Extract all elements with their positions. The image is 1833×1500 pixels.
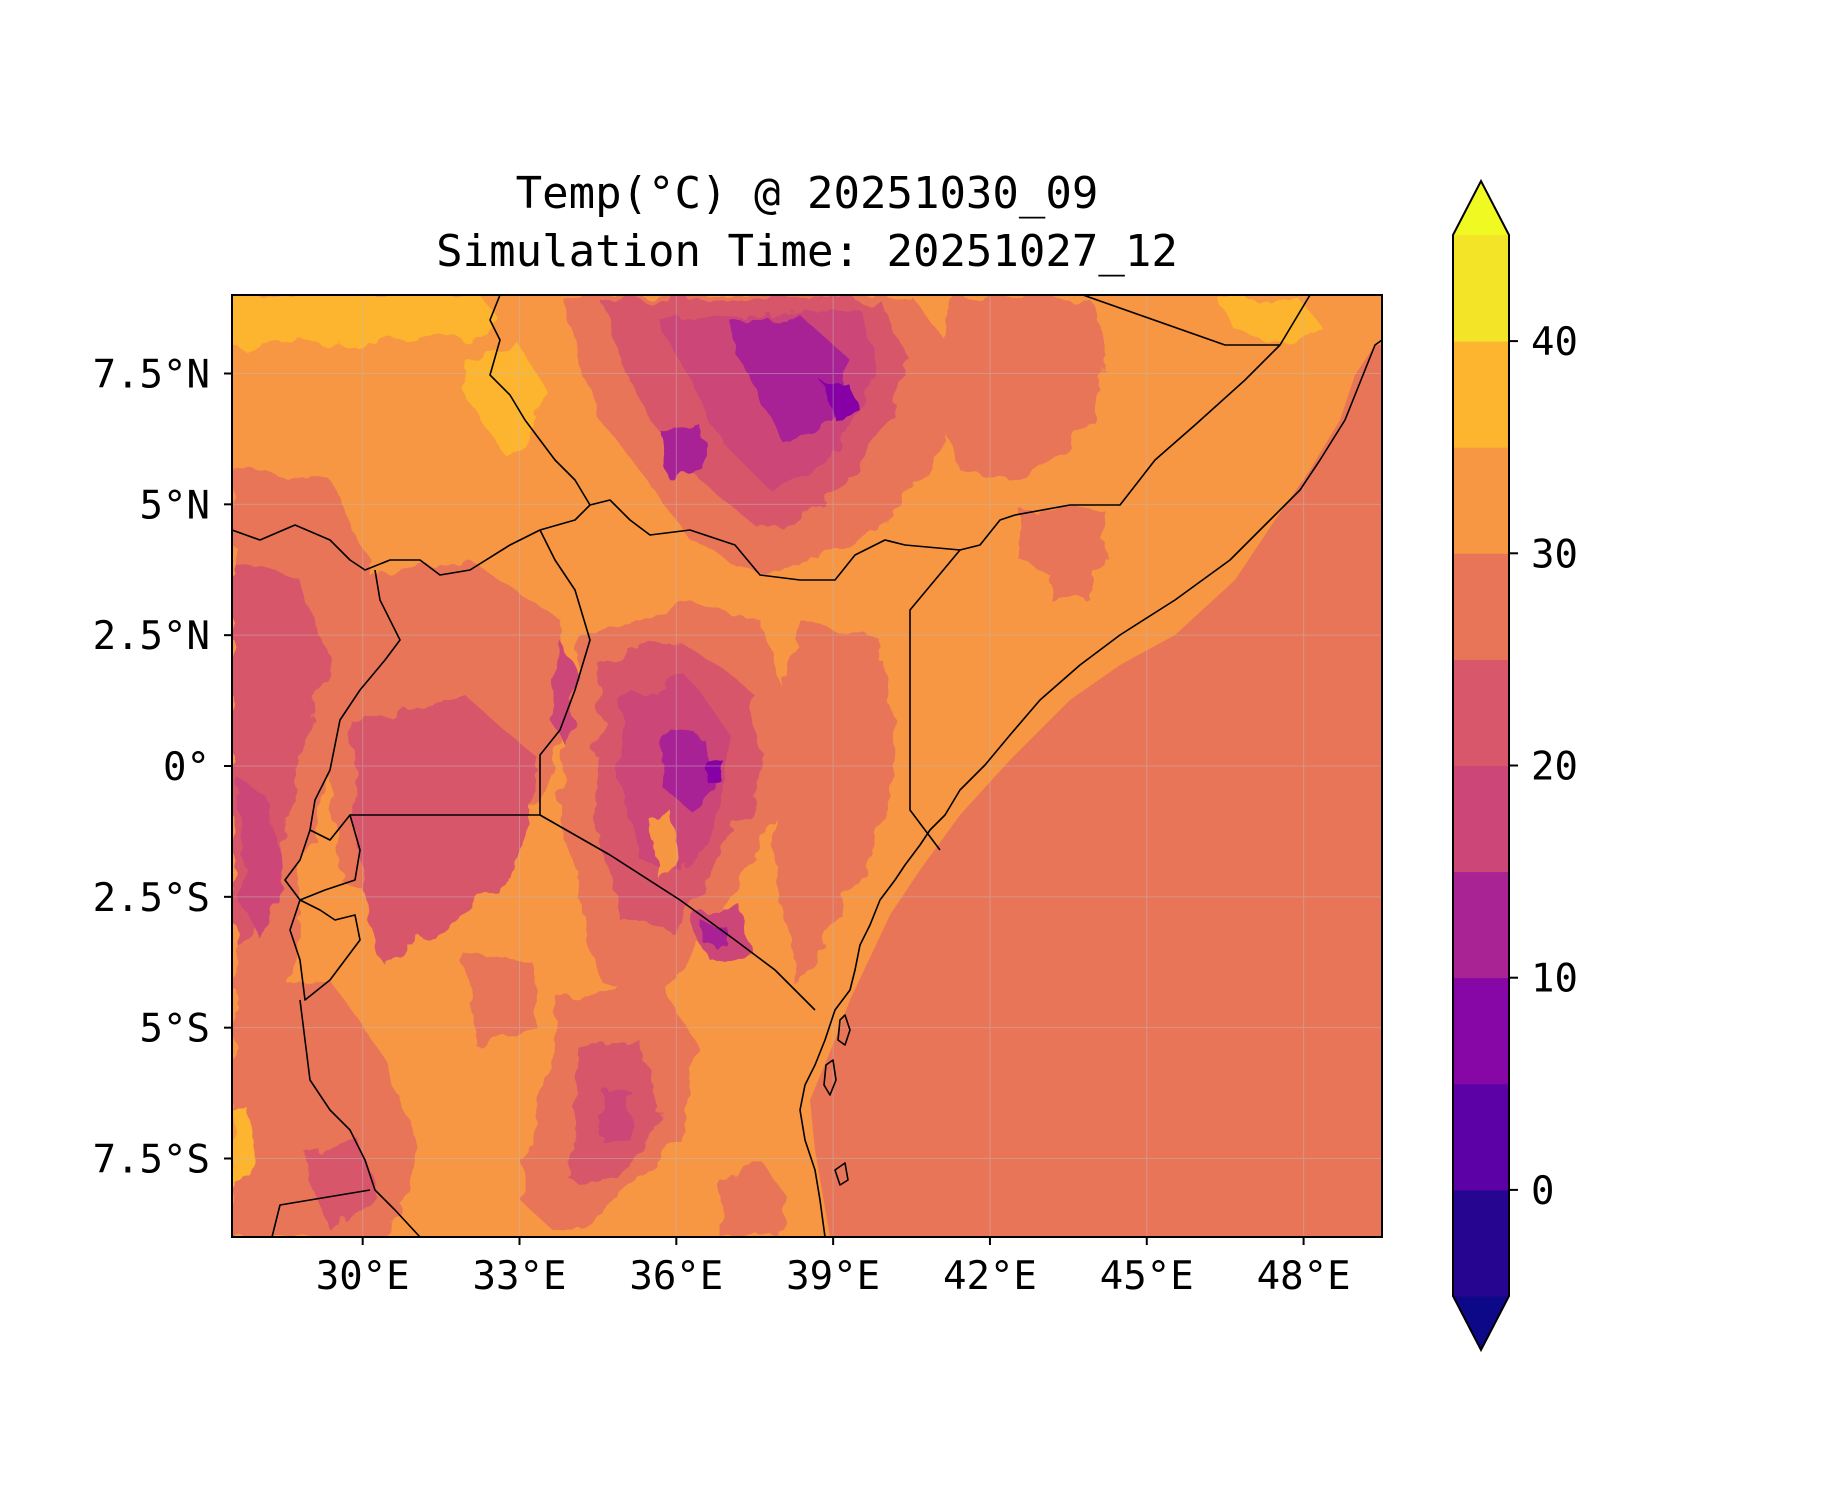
lat-tick-label: 2.5°S xyxy=(93,876,210,921)
lat-tick-label: 7.5°N xyxy=(93,353,210,398)
coastline xyxy=(799,339,1382,1237)
tanzania-drc-border xyxy=(299,999,421,1237)
lat-tick-label: 5°S xyxy=(140,1007,210,1052)
south-sudan-ethiopia-border xyxy=(489,295,591,506)
colorbar-segment xyxy=(1453,447,1509,554)
colorbar-segment xyxy=(1453,871,1509,979)
colorbar-segment xyxy=(1453,553,1509,660)
colorbar-ticks: 0 10 20 30 40 xyxy=(1509,320,1578,1214)
kenya-somalia-border xyxy=(909,549,961,851)
country-borders xyxy=(232,295,1382,1237)
colorbar-tick-label: 30 xyxy=(1531,532,1578,577)
lat-tick-label: 7.5°S xyxy=(93,1138,210,1183)
kenya-tanzania-border xyxy=(539,814,816,1011)
map-grid xyxy=(232,295,1382,1237)
colorbar-tick-label: 0 xyxy=(1531,1169,1554,1214)
uganda-kenya-border xyxy=(539,529,591,815)
lon-tick-label: 30°E xyxy=(316,1254,410,1299)
lon-tick-label: 36°E xyxy=(629,1254,723,1299)
ethiopia-kenya-border xyxy=(589,499,961,581)
lat-tick-label: 0° xyxy=(163,745,210,790)
temperature-field xyxy=(232,295,1325,1237)
colorbar-segment xyxy=(1453,341,1509,448)
longitude-ticks: 30°E 33°E 36°E 39°E 42°E 45°E 48°E xyxy=(316,1237,1351,1299)
pemba xyxy=(823,1059,837,1096)
colorbar-segment xyxy=(1453,1189,1509,1297)
lon-tick-label: 33°E xyxy=(473,1254,567,1299)
colorbar-tick-label: 20 xyxy=(1531,745,1578,790)
south-sudan-north-border xyxy=(232,504,591,576)
colorbar-segment xyxy=(1453,977,1509,1085)
mafia xyxy=(834,1162,849,1186)
colorbar-outline xyxy=(1452,178,1510,1353)
colorbar-segment xyxy=(1453,235,1509,342)
colorbar-tick-label: 40 xyxy=(1531,320,1578,365)
ethiopia-somalia-border xyxy=(1082,295,1311,346)
map-area xyxy=(232,295,1382,1237)
lat-tick-label: 2.5°N xyxy=(93,614,210,659)
colorbar xyxy=(1452,178,1510,1353)
burundi-border xyxy=(289,899,361,1001)
latitude-ticks: 7.5°N 5°N 2.5°N 0° 2.5°S 5°S 7.5°S xyxy=(93,353,232,1183)
rwanda-border xyxy=(284,814,361,901)
lon-tick-label: 39°E xyxy=(786,1254,880,1299)
tanzania-zambia-border xyxy=(271,1189,371,1237)
zanzibar xyxy=(837,1014,851,1046)
colorbar-extend-max xyxy=(1453,181,1509,235)
colorbar-segment xyxy=(1453,659,1509,766)
ethiopia-somalia-border-east xyxy=(959,344,1281,551)
colorbar-segment xyxy=(1453,1083,1509,1191)
lat-tick-label: 5°N xyxy=(140,483,210,528)
colorbar-extend-min xyxy=(1453,1296,1509,1350)
colorbar-tick-label: 10 xyxy=(1531,957,1578,1002)
figure-title-line2: Simulation Time: 20251027_12 xyxy=(436,226,1178,277)
lon-tick-label: 42°E xyxy=(943,1254,1037,1299)
lon-tick-label: 48°E xyxy=(1257,1254,1351,1299)
colorbar-segment xyxy=(1453,765,1509,873)
figure-title-line1: Temp(°C) @ 20251030_09 xyxy=(515,168,1099,219)
uganda-drc-border xyxy=(309,569,401,831)
lon-tick-label: 45°E xyxy=(1100,1254,1194,1299)
